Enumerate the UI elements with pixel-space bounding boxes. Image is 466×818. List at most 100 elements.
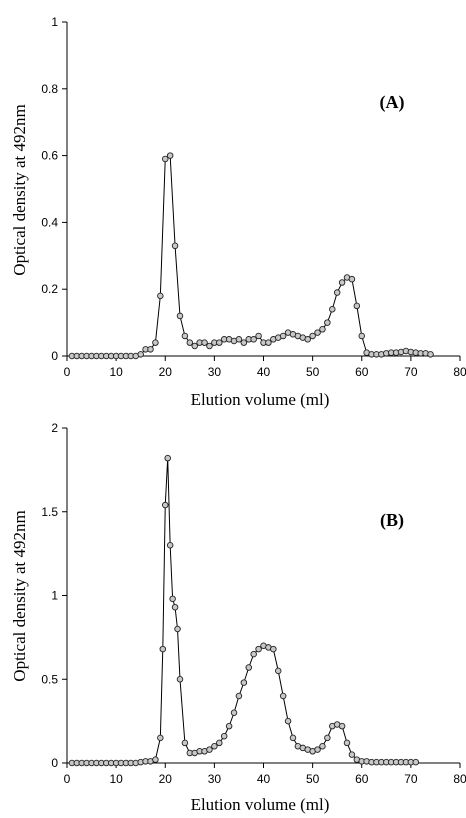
panel-b-data-point xyxy=(255,645,262,653)
panel-b-plot-area: 0 10 20 30 40 50 60 70 80 0 0.5 1 1.5 2 xyxy=(41,421,466,786)
panel-a-x-tick-label: 30 xyxy=(208,365,222,379)
panel-a-data-point xyxy=(250,336,257,343)
panel-b-y-tick-label: 0.5 xyxy=(41,672,58,686)
panel-a-y-tick-label: 0.4 xyxy=(41,215,58,229)
panel-a-data-point xyxy=(171,242,179,250)
panel-b-data-point xyxy=(348,751,356,758)
panel-a-data-point xyxy=(348,275,356,283)
panel-b-data-point xyxy=(164,454,171,462)
panel-a-data-point xyxy=(152,339,159,346)
panel-a-x-tick-label: 0 xyxy=(64,365,71,379)
panel-a-data-point xyxy=(304,336,311,343)
panel-a-data-point xyxy=(265,339,272,346)
panel-a-data-point xyxy=(255,332,262,340)
panel-b-y-tick-label: 0 xyxy=(51,756,58,770)
panel-b-x-tick-label: 30 xyxy=(208,772,222,786)
panel-b-data-point xyxy=(270,645,277,653)
panel-a-data-point xyxy=(333,289,341,296)
panel-a-data-point xyxy=(181,332,189,340)
panel-a-data-point xyxy=(176,312,184,320)
panel-a-data-point xyxy=(161,155,169,163)
panel-a-data-point xyxy=(147,346,154,353)
panel-a-x-tick-label: 20 xyxy=(159,365,173,379)
panel-a-y-tick-label: 1 xyxy=(51,15,58,29)
panel-b-data-point xyxy=(230,709,238,717)
panel-a-y-tick-label: 0.6 xyxy=(41,149,58,163)
panel-b-x-axis-title: Elution volume (ml) xyxy=(191,795,330,814)
panel-a-data-point xyxy=(319,326,326,333)
panel-a-data-point xyxy=(206,342,213,350)
panel-b-data-point xyxy=(176,676,184,683)
panel-a: 0 10 20 30 40 50 60 70 80 0 0.2 0.4 0.6 0.8 1 (A) Elut… xyxy=(10,15,466,409)
panel-a-y-tick-label: 0.2 xyxy=(41,282,58,296)
panel-b-x-tick-label: 60 xyxy=(355,772,369,786)
panel-a-y-tick-label: 0 xyxy=(51,349,58,363)
panel-a-data-point xyxy=(314,329,321,336)
panel-b-data-point xyxy=(284,717,292,725)
panel-b-data-point xyxy=(206,746,213,753)
panel-b-data-point xyxy=(235,692,243,700)
panel-b-x-tick-label: 10 xyxy=(109,772,123,786)
panel-b-data-point xyxy=(174,625,181,633)
panel-a-data-point xyxy=(309,332,316,340)
panel-b-data-point xyxy=(319,743,326,750)
panel-b-data-point xyxy=(157,734,164,742)
panel-a-data-point xyxy=(235,336,243,343)
panel-a-y-axis-title: Optical density at 492nm xyxy=(10,104,29,275)
panel-a-plot-area: 0 10 20 30 40 50 60 70 80 0 0.2 0.4 0.6 0.8 1 xyxy=(41,15,466,379)
panel-a-x-axis-title: Elution volume (ml) xyxy=(191,390,330,409)
panel-b-data-point xyxy=(250,650,257,658)
panel-b-data-point xyxy=(211,743,218,750)
panel-b-label: (B) xyxy=(380,510,404,531)
panel-a-data-point xyxy=(137,351,144,358)
panel-a-data-point xyxy=(166,152,174,159)
panel-a-x-tick-label: 60 xyxy=(355,365,369,379)
panel-b-data-point xyxy=(274,667,282,675)
panel-b-y-tick-label: 1.5 xyxy=(41,505,58,519)
panel-b: 0 10 20 30 40 50 60 70 80 0 0.5 1 1.5 2 (B) Elution v… xyxy=(10,421,466,814)
panel-b-data-point xyxy=(166,542,174,549)
panel-a-x-tick-label: 10 xyxy=(109,365,123,379)
panel-a-data-point xyxy=(191,342,198,350)
panel-a-data-point xyxy=(329,305,336,313)
panel-b-data-point xyxy=(314,746,321,753)
panel-a-data-point xyxy=(353,302,361,310)
panel-b-x-tick-label: 70 xyxy=(404,772,418,786)
panel-a-data-point xyxy=(427,351,434,358)
panel-b-y-tick-label: 1 xyxy=(51,589,58,603)
panel-b-data-point xyxy=(289,734,297,742)
panel-b-data-point xyxy=(220,732,228,740)
panel-b-series-line xyxy=(71,458,416,764)
panel-a-data-point xyxy=(157,292,164,300)
panel-b-data-point xyxy=(216,739,223,747)
panel-a-data-point xyxy=(186,339,194,346)
panel-a-data-point xyxy=(279,332,287,340)
panel-a-x-tick-label: 50 xyxy=(306,365,320,379)
panel-b-data-point xyxy=(412,758,420,766)
panel-b-data-point xyxy=(171,603,179,611)
panel-a-x-tick-label: 40 xyxy=(257,365,271,379)
panel-b-x-tick-label: 80 xyxy=(453,772,466,786)
panel-b-data-point xyxy=(240,679,248,686)
panel-b-y-axis-title: Optical density at 492nm xyxy=(10,510,29,681)
panel-b-x-tick-label: 20 xyxy=(159,772,173,786)
panel-b-data-point xyxy=(338,722,346,730)
panel-b-data-point xyxy=(152,756,159,763)
panel-b-data-point xyxy=(343,739,351,747)
panel-b-data-point xyxy=(279,692,287,700)
panel-b-data-point xyxy=(159,645,167,653)
panel-b-data-point xyxy=(225,722,233,730)
panel-a-data-point xyxy=(338,279,346,286)
panel-a-x-tick-label: 80 xyxy=(453,365,466,379)
panel-b-x-tick-label: 50 xyxy=(306,772,320,786)
panel-b-x-tick-label: 40 xyxy=(257,772,271,786)
panel-a-data-point xyxy=(240,339,248,346)
panel-b-data-point xyxy=(181,739,189,747)
panel-b-y-tick-label: 2 xyxy=(51,421,58,435)
panel-a-data-point xyxy=(201,339,208,346)
panel-a-data-point xyxy=(324,319,331,326)
panel-a-label: (A) xyxy=(380,92,405,113)
panel-a-series-line xyxy=(71,154,431,357)
panel-b-x-tick-label: 0 xyxy=(64,772,71,786)
